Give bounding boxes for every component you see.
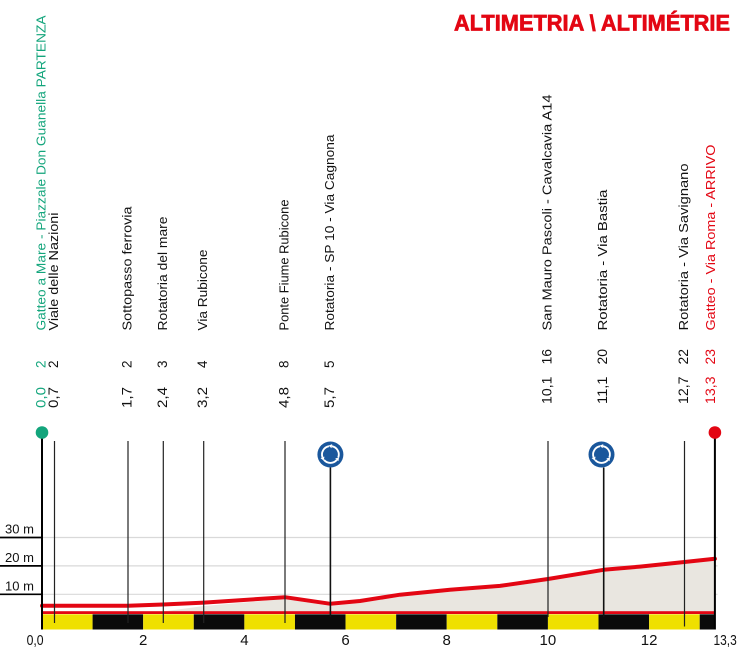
svg-text:13,3: 13,3 bbox=[714, 632, 737, 649]
svg-text:0,0: 0,0 bbox=[34, 387, 49, 408]
svg-text:10 m: 10 m bbox=[5, 578, 34, 593]
svg-text:Gatteo - Via Roma - ARRIVO: Gatteo - Via Roma - ARRIVO bbox=[703, 145, 718, 331]
svg-text:2: 2 bbox=[34, 360, 49, 368]
svg-text:Rotatoria del mare: Rotatoria del mare bbox=[155, 217, 170, 331]
svg-text:Rotatoria - SP 10 - Via Cagnon: Rotatoria - SP 10 - Via Cagnona bbox=[322, 134, 337, 331]
svg-text:2: 2 bbox=[139, 632, 147, 649]
svg-text:1,7: 1,7 bbox=[120, 387, 135, 408]
svg-text:22: 22 bbox=[676, 349, 691, 365]
svg-text:2: 2 bbox=[120, 360, 135, 368]
svg-text:5: 5 bbox=[322, 360, 337, 368]
svg-text:ALTIMETRIA \ ALTIMÉTRIE: ALTIMETRIA \ ALTIMÉTRIE bbox=[454, 11, 730, 36]
svg-text:12,7: 12,7 bbox=[676, 377, 691, 405]
svg-text:4: 4 bbox=[195, 360, 210, 368]
svg-text:Viale delle Nazioni: Viale delle Nazioni bbox=[46, 212, 61, 330]
svg-text:12: 12 bbox=[641, 632, 658, 649]
svg-text:13,3: 13,3 bbox=[703, 377, 718, 405]
svg-text:8: 8 bbox=[277, 360, 292, 368]
svg-text:16: 16 bbox=[540, 349, 555, 365]
svg-text:8: 8 bbox=[443, 632, 451, 649]
svg-text:3: 3 bbox=[155, 360, 170, 368]
svg-text:0,7: 0,7 bbox=[46, 387, 61, 408]
svg-text:3,2: 3,2 bbox=[195, 387, 210, 408]
svg-text:0,0: 0,0 bbox=[27, 632, 44, 649]
svg-text:Rotatoria - Via Bastia: Rotatoria - Via Bastia bbox=[595, 189, 610, 331]
svg-text:Gatteo a Mare - Piazzale Don G: Gatteo a Mare - Piazzale Don Guanella PA… bbox=[34, 15, 49, 330]
svg-text:6: 6 bbox=[341, 632, 349, 649]
svg-text:5,7: 5,7 bbox=[322, 387, 337, 408]
svg-text:11,1: 11,1 bbox=[595, 377, 610, 405]
svg-text:10,1: 10,1 bbox=[540, 377, 555, 405]
svg-text:10: 10 bbox=[540, 632, 557, 649]
svg-text:Via Rubicone: Via Rubicone bbox=[195, 249, 210, 330]
svg-text:2: 2 bbox=[46, 360, 61, 368]
svg-text:4: 4 bbox=[240, 632, 248, 649]
svg-text:Ponte Fiume Rubicone: Ponte Fiume Rubicone bbox=[277, 200, 292, 331]
svg-text:20: 20 bbox=[595, 349, 610, 365]
svg-text:Sottopasso ferrovia: Sottopasso ferrovia bbox=[120, 206, 135, 331]
svg-text:20 m: 20 m bbox=[5, 550, 34, 565]
svg-text:2,4: 2,4 bbox=[155, 386, 170, 408]
svg-text:Rotatoria - Via Savignano: Rotatoria - Via Savignano bbox=[676, 164, 691, 331]
svg-text:30 m: 30 m bbox=[5, 522, 34, 537]
svg-text:23: 23 bbox=[703, 349, 718, 365]
svg-text:San Mauro Pascoli - Cavalcavia: San Mauro Pascoli - Cavalcavia A14 bbox=[540, 95, 555, 331]
svg-text:4,8: 4,8 bbox=[277, 387, 292, 408]
